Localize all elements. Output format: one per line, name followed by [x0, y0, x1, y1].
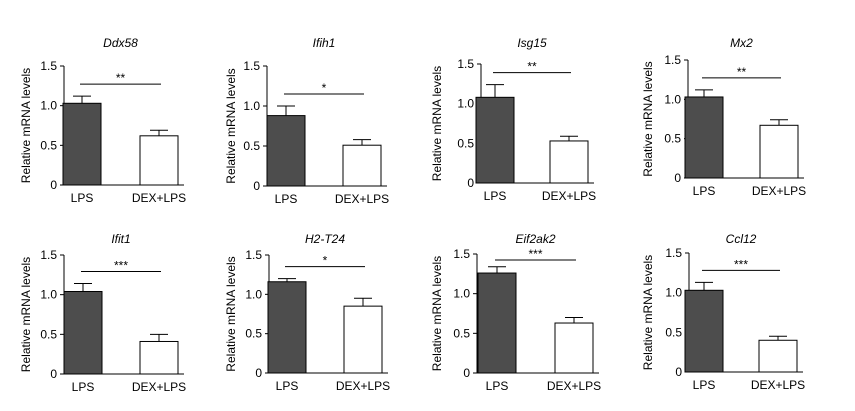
bar-lps [63, 290, 103, 375]
significance-marker: ** [737, 65, 747, 79]
bar-lps [684, 289, 724, 373]
bar-lps [266, 115, 306, 187]
y-tick-label: 1.5 [40, 59, 57, 73]
y-tick-label: 1.0 [665, 286, 682, 300]
category-label-lps: LPS [693, 378, 716, 392]
category-label-dex-lps: DEX+LPS [547, 379, 601, 393]
y-tick-label: 0.5 [40, 138, 57, 152]
bar-lps [475, 96, 515, 184]
category-label-lps: LPS [275, 192, 298, 206]
chart-title: H2-T24 [305, 232, 345, 246]
chart-title: Ddx58 [103, 36, 138, 50]
y-tick-label: 0.5 [457, 136, 474, 150]
chart-ddx58: Ddx58 Relative mRNA levels 0 0.5 1.0 1.5 LPS DE… [19, 36, 186, 205]
category-label-dex-lps: DEX+LPS [335, 192, 389, 206]
y-tick-label: 1.0 [40, 288, 57, 302]
y-tick-label: 1.0 [243, 99, 260, 113]
chart-title: Ifit1 [111, 232, 130, 246]
y-tick-label: 1.5 [245, 248, 262, 262]
chart-title: Ccl12 [726, 232, 757, 246]
chart-ccl12: Ccl12 Relative mRNA levels 0 0.5 1.0 1.5 LPS DE… [641, 232, 805, 392]
chart-eif2ak2: Eif2ak2 Relative mRNA levels 0 0.5 1.0 1.5 LPS… [430, 232, 601, 393]
significance-marker: *** [528, 247, 542, 261]
y-tick-label: 1.5 [664, 53, 681, 67]
y-tick-label: 1.5 [665, 246, 682, 260]
category-label-dex-lps: DEX+LPS [132, 380, 186, 394]
chart-title: Ifih1 [313, 36, 336, 50]
y-tick-label: 0 [674, 171, 681, 185]
y-axis-label: Relative mRNA levels [641, 255, 655, 370]
bar-dex-lps [759, 124, 799, 179]
y-tick-label: 0.5 [664, 132, 681, 146]
y-axis-label: Relative mRNA levels [430, 256, 444, 371]
y-tick-label: 1.0 [664, 92, 681, 106]
bar-dex-lps [554, 322, 594, 374]
y-tick-label: 1.0 [245, 287, 262, 301]
significance-marker: ** [116, 71, 126, 85]
category-label-lps: LPS [693, 184, 716, 198]
y-tick-label: 1.5 [453, 247, 470, 261]
category-label-dex-lps: DEX+LPS [132, 191, 186, 205]
significance-marker: * [323, 254, 328, 268]
significance-marker: *** [114, 259, 128, 273]
category-label-lps: LPS [72, 380, 95, 394]
chart-title: Isg15 [517, 36, 547, 50]
y-tick-label: 1.5 [40, 248, 57, 262]
chart-mx2: Mx2 Relative mRNA levels 0 0.5 1.0 1.5 LPS DEX+… [641, 36, 806, 198]
significance-marker: *** [734, 257, 748, 271]
category-label-dex-lps: DEX+LPS [336, 379, 390, 393]
y-axis-label: Relative mRNA levels [430, 66, 444, 181]
y-tick-label: 0.5 [40, 327, 57, 341]
chart-ifit1: Ifit1 Relative mRNA levels 0 0.5 1.0 1.5 LPS DE… [19, 232, 186, 394]
bar-lps [267, 281, 307, 374]
y-axis-label: Relative mRNA levels [19, 257, 33, 372]
y-tick-label: 0 [255, 366, 262, 380]
category-label-lps: LPS [486, 379, 509, 393]
bar-dex-lps [139, 135, 179, 186]
bar-lps [477, 272, 517, 374]
y-tick-label: 1.0 [453, 287, 470, 301]
y-tick-label: 0.5 [453, 326, 470, 340]
y-tick-label: 0.5 [665, 325, 682, 339]
y-tick-label: 1.0 [457, 97, 474, 111]
y-tick-label: 1.0 [40, 99, 57, 113]
y-tick-label: 0 [50, 178, 57, 192]
bar-dex-lps [758, 339, 798, 373]
y-tick-label: 1.5 [243, 59, 260, 73]
y-tick-label: 0 [253, 179, 260, 193]
chart-h2-t24: H2-T24 Relative mRNA levels 0 0.5 1.0 1.5 LPS D… [224, 232, 390, 393]
significance-marker: ** [527, 60, 537, 74]
y-tick-label: 0 [50, 367, 57, 381]
category-label-lps: LPS [276, 379, 299, 393]
y-axis-label: Relative mRNA levels [19, 68, 33, 183]
y-tick-label: 0 [467, 176, 474, 190]
significance-marker: * [322, 81, 327, 95]
category-label-dex-lps: DEX+LPS [542, 189, 596, 203]
y-tick-label: 0.5 [243, 139, 260, 153]
y-axis-label: Relative mRNA levels [641, 61, 655, 176]
chart-ifih1: Ifih1 Relative mRNA levels 0 0.5 1.0 1.5 LPS DE… [224, 36, 389, 206]
y-axis-label: Relative mRNA levels [224, 256, 238, 371]
category-label-lps: LPS [71, 191, 94, 205]
y-tick-label: 0 [675, 365, 682, 379]
chart-isg15: Isg15 Relative mRNA levels 0 0.5 1.0 1.5 LPS DE… [430, 36, 596, 203]
y-tick-label: 1.5 [457, 57, 474, 71]
category-label-dex-lps: DEX+LPS [752, 184, 806, 198]
bar-dex-lps [342, 144, 382, 187]
bar-lps [684, 96, 724, 179]
category-label-dex-lps: DEX+LPS [751, 378, 805, 392]
y-axis-label: Relative mRNA levels [224, 68, 238, 183]
category-label-lps: LPS [484, 189, 507, 203]
bar-lps [62, 102, 102, 186]
bar-dex-lps [343, 305, 383, 374]
chart-title: Mx2 [730, 36, 753, 50]
chart-title: Eif2ak2 [515, 232, 555, 246]
bar-dex-lps [139, 340, 179, 375]
y-tick-label: 0.5 [245, 327, 262, 341]
y-tick-label: 0 [463, 366, 470, 380]
bar-dex-lps [549, 140, 589, 184]
